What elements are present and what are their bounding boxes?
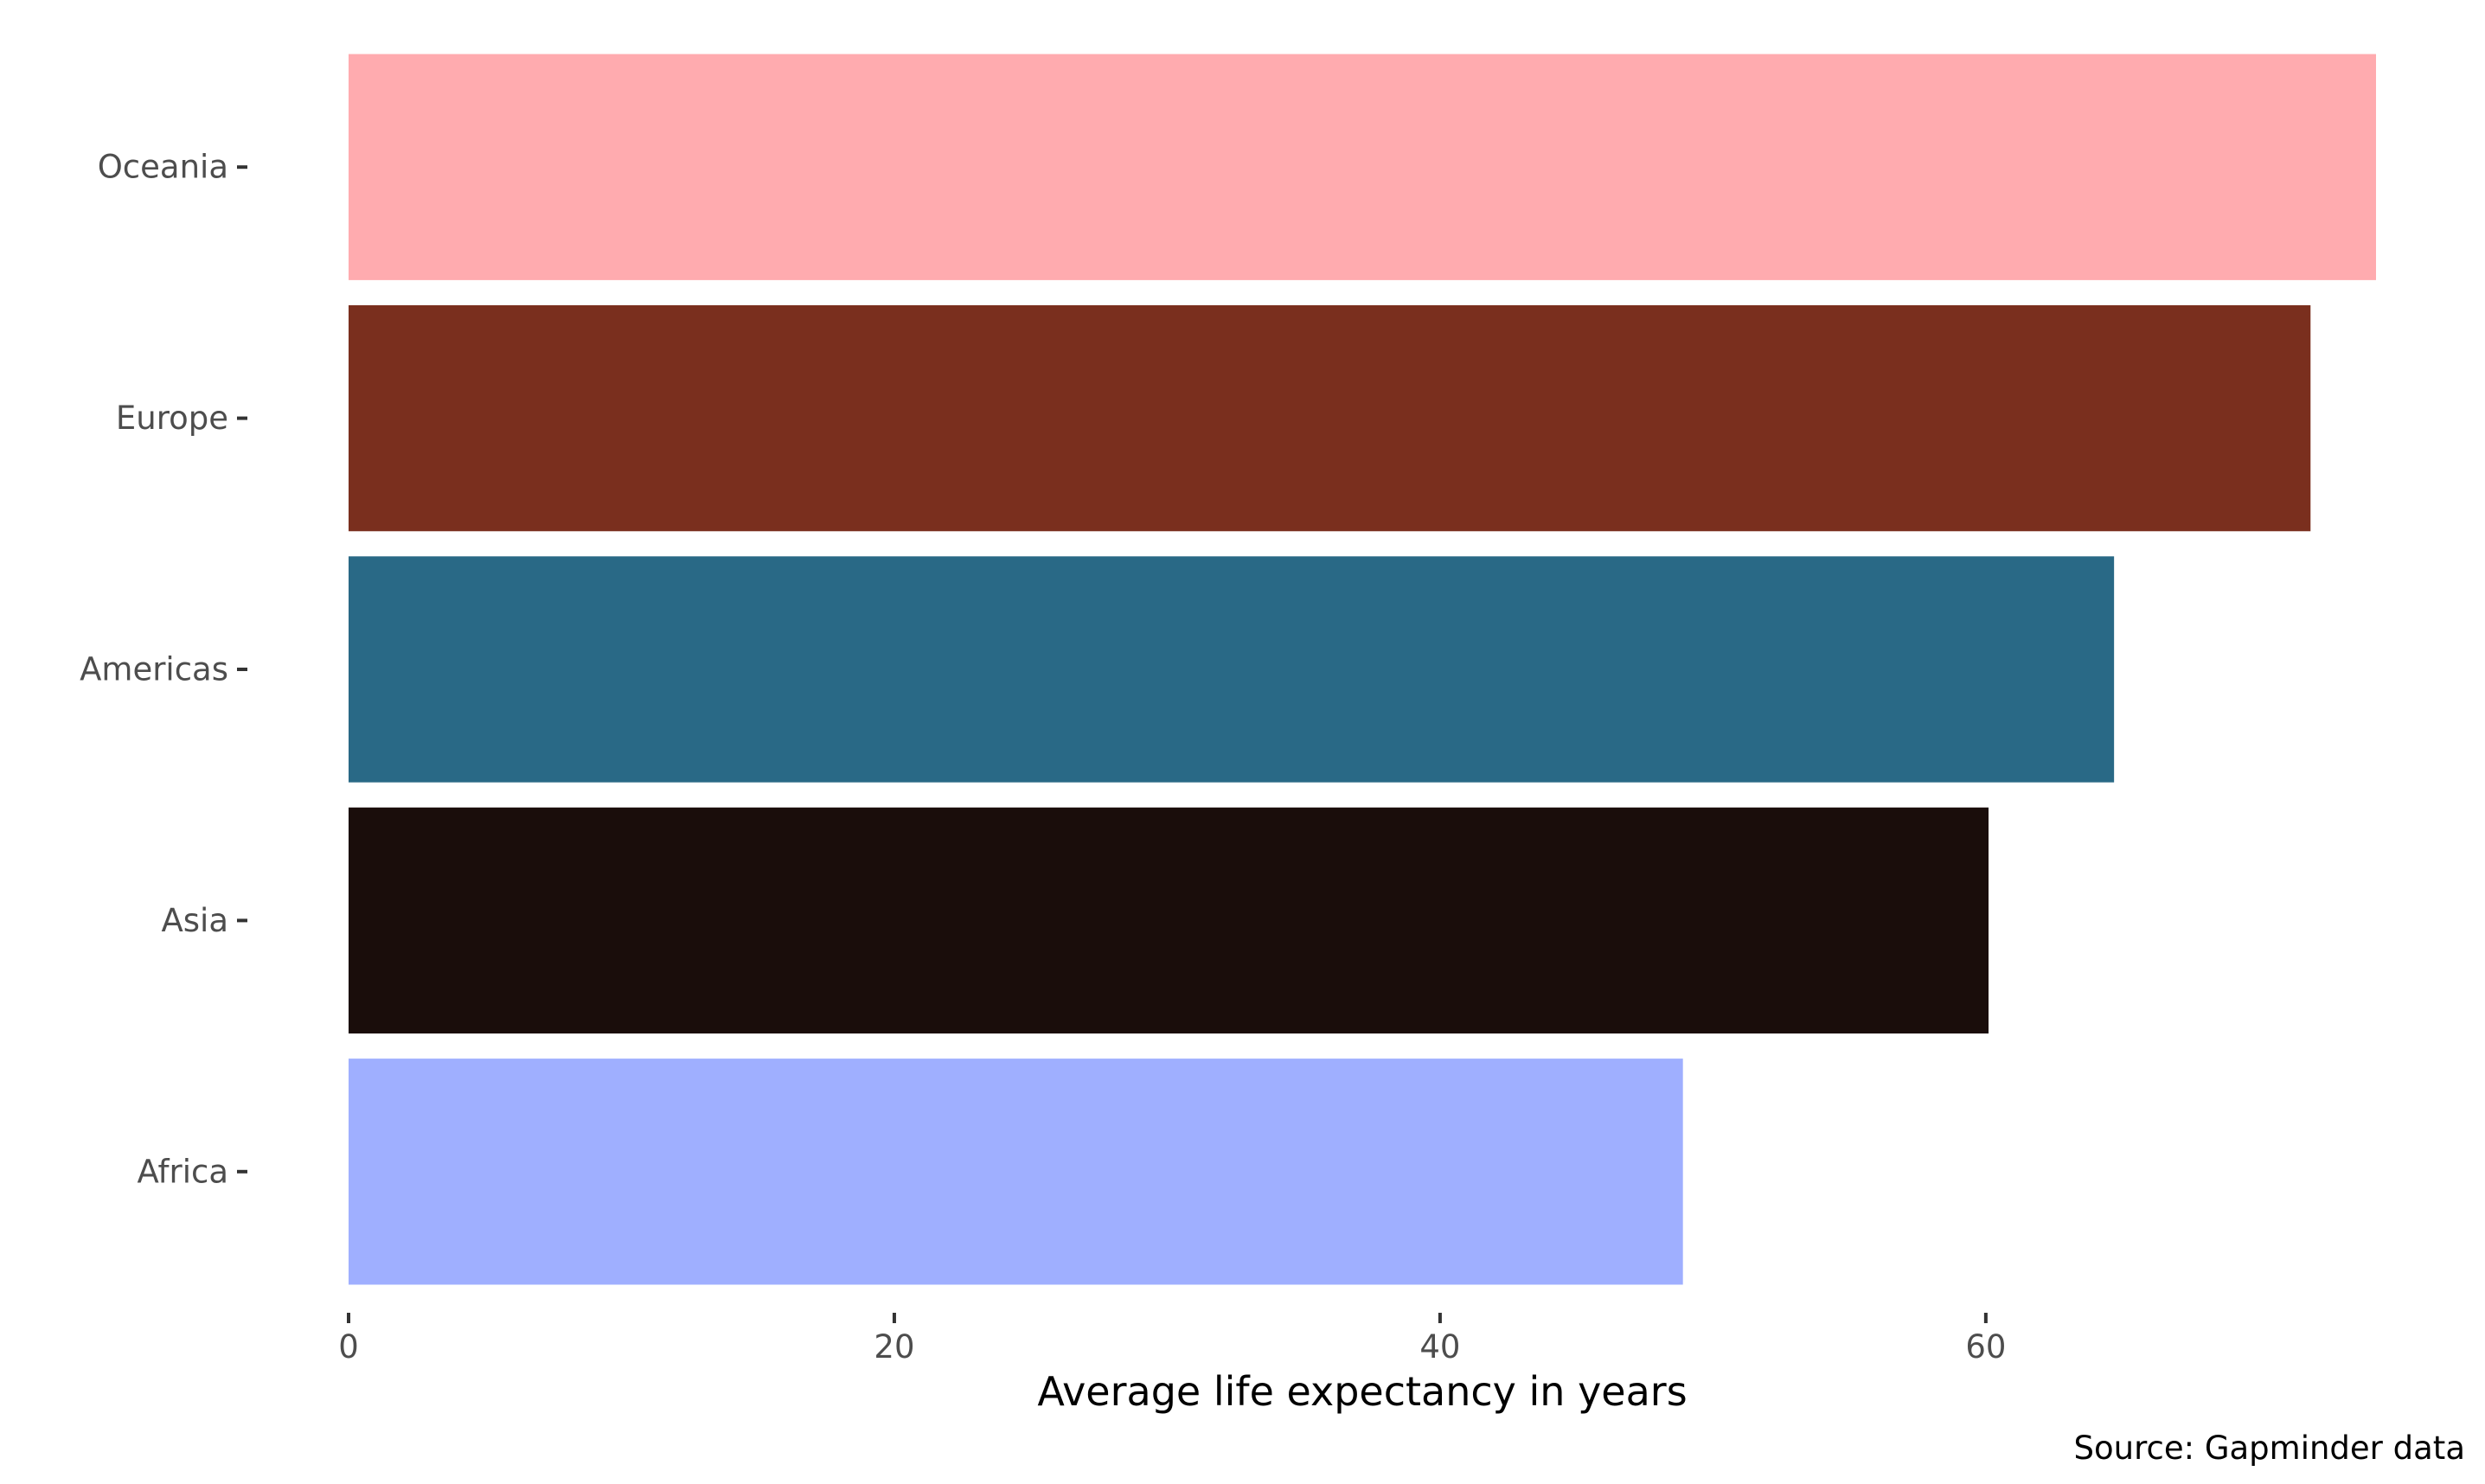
y-tick-label-americas: Americas xyxy=(80,651,228,688)
x-tick-label-20: 20 xyxy=(874,1328,914,1366)
x-axis: 0 20 40 60 xyxy=(338,1313,2006,1366)
y-tick-label-asia: Asia xyxy=(161,902,228,939)
bar-asia xyxy=(349,807,1989,1034)
bar-africa xyxy=(349,1059,1683,1285)
x-tick-label-40: 40 xyxy=(1419,1328,1460,1366)
y-tick-label-europe: Europe xyxy=(116,400,228,437)
y-tick-label-oceania: Oceania xyxy=(98,149,228,186)
bar-europe xyxy=(349,304,2311,532)
bar-americas xyxy=(349,556,2115,783)
source-caption: Source: Gapminder data xyxy=(2074,1430,2465,1467)
bar-oceania xyxy=(349,54,2376,280)
x-axis-title: Average life expectancy in years xyxy=(1037,1368,1687,1415)
x-tick-label-0: 0 xyxy=(338,1328,359,1366)
x-tick-label-60: 60 xyxy=(1965,1328,2006,1366)
bars-layer xyxy=(349,54,2376,1285)
y-tick-label-africa: Africa xyxy=(137,1153,228,1190)
y-axis: Oceania Europe Americas Asia Africa xyxy=(80,149,247,1190)
